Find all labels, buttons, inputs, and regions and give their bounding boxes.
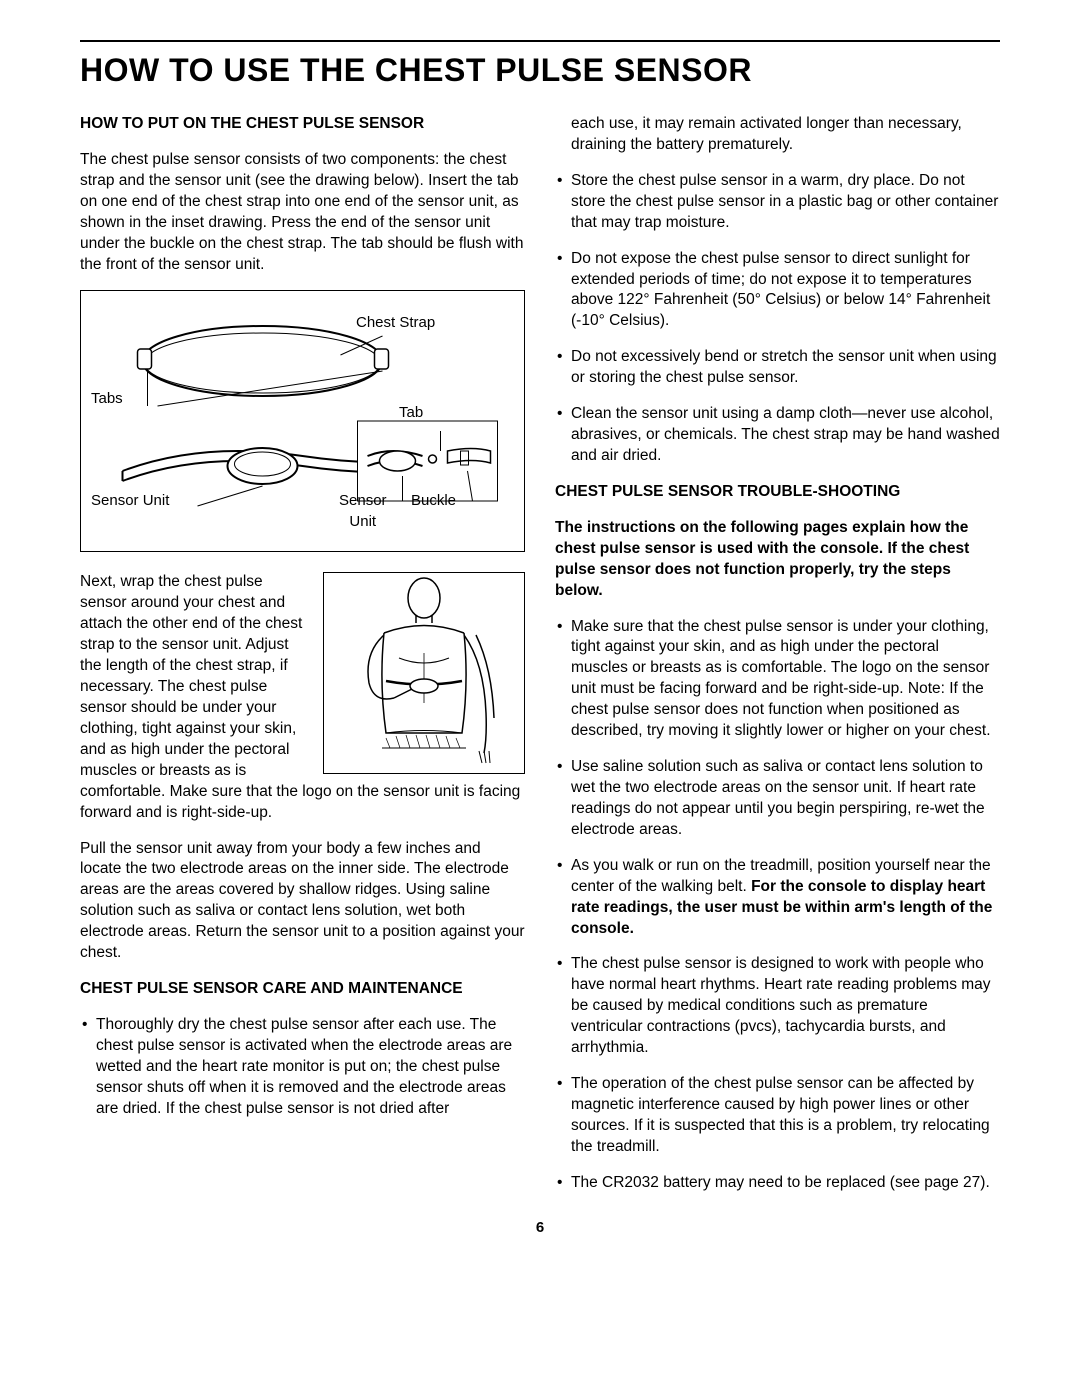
ts-item-2: Use saline solution such as saliva or co… (555, 757, 1000, 841)
label-chest-strap: Chest Strap (356, 313, 435, 333)
figure-1: Tabs Chest Strap Tab Sensor Unit Sensor … (80, 290, 525, 552)
label-buckle: Buckle (411, 491, 456, 511)
label-tab: Tab (399, 403, 423, 423)
care-item-3: Do not expose the chest pulse sensor to … (555, 249, 1000, 333)
ts-item-3: As you walk or run on the treadmill, pos… (555, 856, 1000, 940)
label-sensor-unit-2: Sensor Unit (339, 491, 387, 532)
ts-item-5: The operation of the chest pulse sensor … (555, 1074, 1000, 1158)
ts-item-1: Make sure that the chest pulse sensor is… (555, 617, 1000, 743)
ts-item-4: The chest pulse sensor is designed to wo… (555, 954, 1000, 1059)
figure-2 (323, 572, 525, 774)
label-sensor-unit: Sensor Unit (91, 491, 169, 511)
left-column: HOW TO PUT ON THE CHEST PULSE SENSOR The… (80, 114, 525, 1209)
care-item-4: Do not excessively bend or stretch the s… (555, 347, 1000, 389)
subhead-troubleshoot: CHEST PULSE SENSOR TROUBLE-SHOOTING (555, 482, 1000, 503)
care-item-2: Store the chest pulse sensor in a warm, … (555, 171, 1000, 234)
care-list-right: Store the chest pulse sensor in a warm, … (555, 171, 1000, 467)
label-tabs: Tabs (91, 389, 123, 409)
subhead-care: CHEST PULSE SENSOR CARE AND MAINTENANCE (80, 979, 525, 1000)
care-cont: each use, it may remain activated longer… (555, 114, 1000, 156)
para-intro: The chest pulse sensor consists of two c… (80, 150, 525, 276)
page-number: 6 (80, 1219, 1000, 1236)
care-list-left: Thoroughly dry the chest pulse sensor af… (80, 1015, 525, 1120)
para-wrap: Next, wrap the chest pulse sensor around… (80, 572, 525, 823)
ts-intro: The instructions on the following pages … (555, 518, 1000, 602)
subhead-put-on: HOW TO PUT ON THE CHEST PULSE SENSOR (80, 114, 525, 135)
ts-list: Make sure that the chest pulse sensor is… (555, 617, 1000, 1194)
care-item-1: Thoroughly dry the chest pulse sensor af… (80, 1015, 525, 1120)
top-rule (80, 40, 1000, 42)
diagram-torso (324, 573, 524, 773)
right-column: each use, it may remain activated longer… (555, 114, 1000, 1209)
para-electrode: Pull the sensor unit away from your body… (80, 839, 525, 965)
ts-item-6: The CR2032 battery may need to be replac… (555, 1173, 1000, 1194)
care-item-5: Clean the sensor unit using a damp cloth… (555, 404, 1000, 467)
page-title: HOW TO USE THE CHEST PULSE SENSOR (80, 52, 1000, 89)
